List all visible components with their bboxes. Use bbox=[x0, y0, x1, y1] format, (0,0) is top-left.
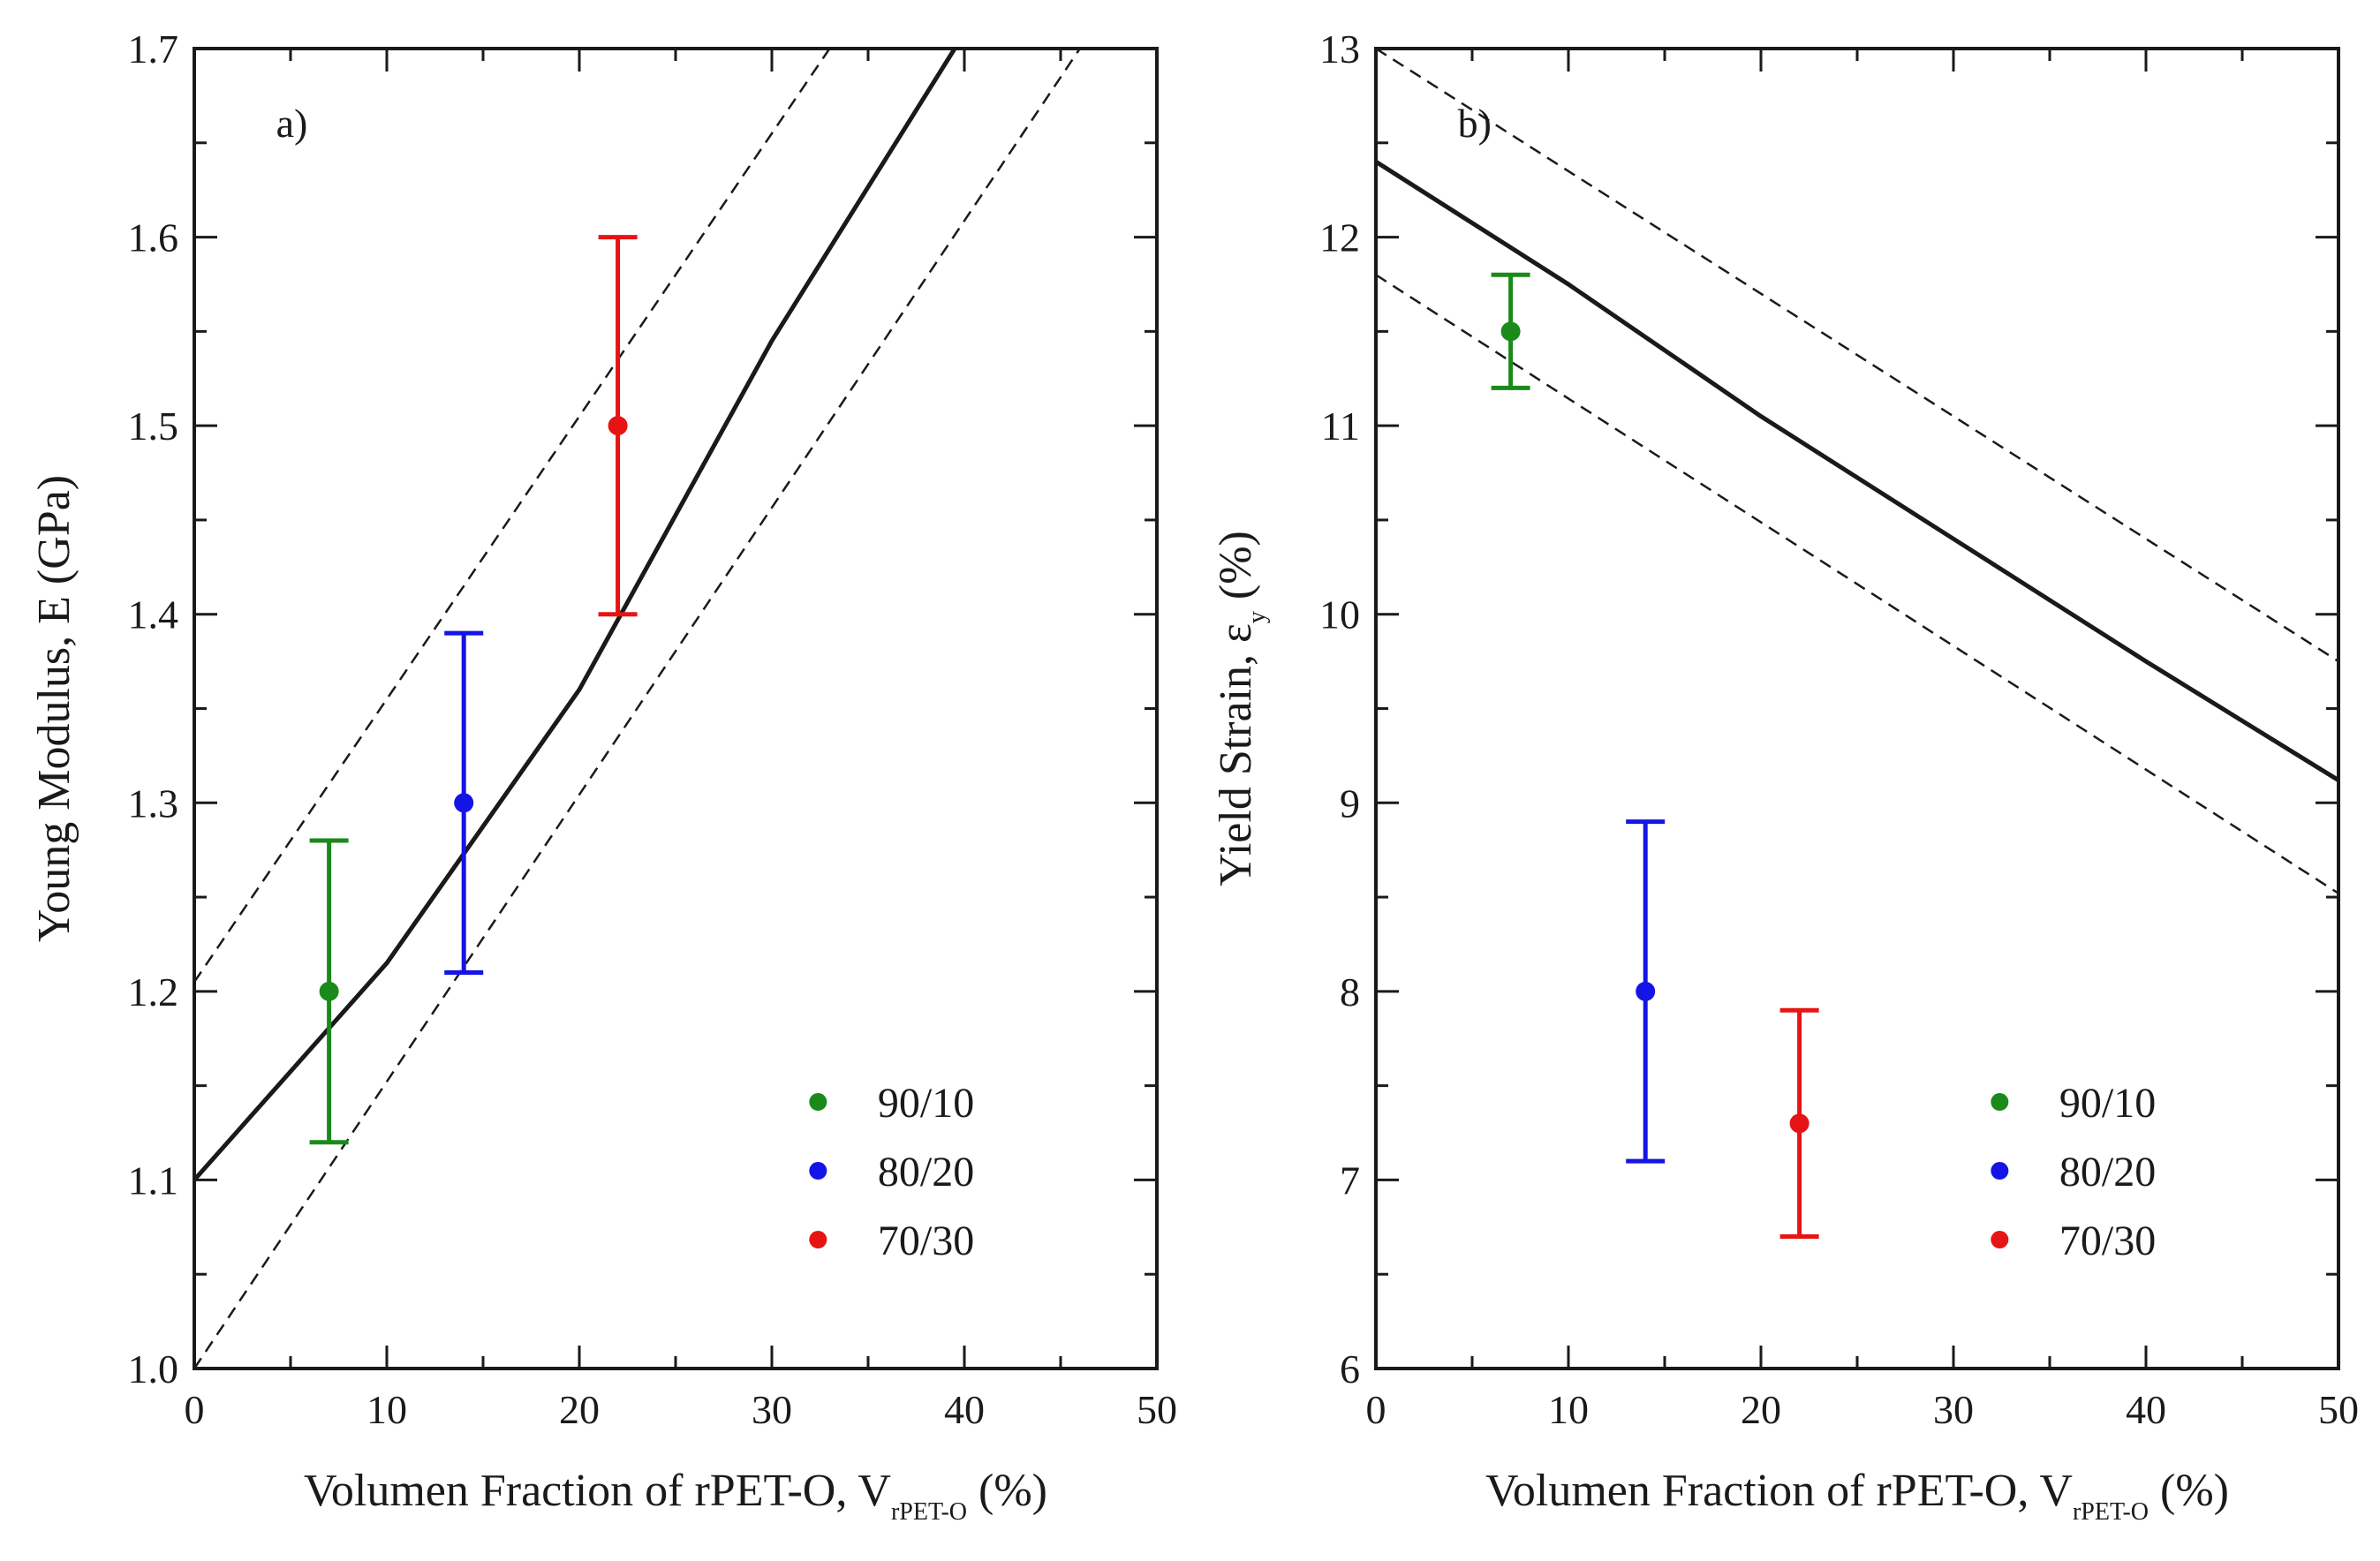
legend-marker bbox=[1991, 1162, 2009, 1180]
y-tick-label: 1.5 bbox=[128, 403, 179, 449]
panel-label: b) bbox=[1458, 101, 1492, 146]
x-tick-label: 40 bbox=[944, 1387, 985, 1432]
upper-bound-line bbox=[194, 49, 831, 983]
x-tick-label: 40 bbox=[2126, 1387, 2166, 1432]
model-line bbox=[1376, 159, 2338, 782]
lower-bound-line bbox=[1376, 274, 2338, 894]
plot-frame bbox=[193, 47, 1159, 1370]
y-tick-label: 1.4 bbox=[128, 592, 179, 637]
data-point-80-20 bbox=[454, 793, 474, 813]
legend-marker bbox=[809, 1231, 827, 1249]
legend-label: 80/20 bbox=[878, 1149, 974, 1195]
x-tick-label: 0 bbox=[185, 1387, 205, 1432]
y-tick-label: 12 bbox=[1319, 215, 1360, 260]
legend-label: 70/30 bbox=[2059, 1218, 2156, 1264]
data-point-70-30 bbox=[1789, 1113, 1810, 1134]
x-axis-title-sub: rPET-O bbox=[2073, 1498, 2149, 1526]
x-axis-title-tail: (%) bbox=[967, 1466, 1047, 1516]
data-point-90-10 bbox=[1500, 321, 1521, 342]
y-tick-label: 7 bbox=[1340, 1158, 1360, 1203]
x-tick-label: 20 bbox=[1741, 1387, 1781, 1432]
y-tick-label: 1.0 bbox=[128, 1346, 179, 1391]
y-tick-label: 11 bbox=[1321, 403, 1360, 449]
x-axis-title-main: Volumen Fraction of rPET-O, V bbox=[304, 1466, 891, 1516]
legend-label: 90/10 bbox=[878, 1080, 974, 1127]
model-line bbox=[194, 49, 957, 1182]
x-tick-label: 10 bbox=[366, 1387, 407, 1432]
x-axis-title-sub: rPET-O bbox=[891, 1498, 967, 1526]
y-tick-label: 1.1 bbox=[128, 1158, 179, 1203]
legend-marker bbox=[809, 1162, 827, 1180]
legend-marker bbox=[809, 1093, 827, 1112]
legend-marker bbox=[1991, 1231, 2009, 1249]
y-axis-title-sub: y bbox=[1243, 611, 1271, 623]
data-point-80-20 bbox=[1636, 981, 1656, 1001]
panel-label: a) bbox=[276, 101, 308, 146]
x-axis-title: Volumen Fraction of rPET-O, VrPET-O (%) bbox=[304, 1466, 1047, 1526]
y-tick-label: 6 bbox=[1340, 1346, 1360, 1391]
x-axis-title-tail: (%) bbox=[2149, 1466, 2229, 1516]
x-axis-title-main: Volumen Fraction of rPET-O, V bbox=[1485, 1466, 2073, 1516]
chart-panel-a: 0 10 20 30 40 50 1.0 1.1 1.2 1.3 1.4 1.5 1.6 1.7 90/10… bbox=[29, 26, 1177, 1526]
legend-label: 70/30 bbox=[878, 1218, 974, 1264]
y-tick-label: 1.6 bbox=[128, 215, 179, 260]
y-axis-title-main: Yield Strain, ε bbox=[1211, 623, 1261, 886]
x-tick-label: 10 bbox=[1548, 1387, 1589, 1432]
chart-panel-b: 0 10 20 30 40 50 6 7 8 9 10 11 12 13 90/10 80/20 70/30 b)… bbox=[1211, 26, 2359, 1526]
plot-frame bbox=[1374, 47, 2340, 1370]
y-tick-label: 13 bbox=[1319, 26, 1360, 72]
x-tick-label: 30 bbox=[752, 1387, 792, 1432]
y-tick-label: 1.2 bbox=[128, 969, 179, 1014]
x-tick-label: 0 bbox=[1366, 1387, 1386, 1432]
y-axis-title: Yield Strain, εy (%) bbox=[1211, 531, 1271, 886]
y-tick-label: 8 bbox=[1340, 969, 1360, 1014]
x-tick-label: 50 bbox=[1137, 1387, 1177, 1432]
x-tick-label: 30 bbox=[1933, 1387, 1974, 1432]
x-tick-label: 50 bbox=[2318, 1387, 2359, 1432]
y-axis-title-main: Young Modulus, E (GPa) bbox=[29, 475, 79, 942]
y-tick-label: 1.7 bbox=[128, 26, 179, 72]
legend-marker bbox=[1991, 1093, 2009, 1112]
y-tick-label: 9 bbox=[1340, 780, 1360, 826]
x-tick-label: 20 bbox=[559, 1387, 600, 1432]
y-axis-title: Young Modulus, E (GPa) bbox=[29, 475, 79, 942]
y-tick-label: 1.3 bbox=[128, 780, 179, 826]
legend-label: 90/10 bbox=[2059, 1080, 2156, 1127]
x-axis-title: Volumen Fraction of rPET-O, VrPET-O (%) bbox=[1485, 1466, 2229, 1526]
upper-bound-line bbox=[1376, 49, 2338, 663]
data-point-70-30 bbox=[608, 416, 628, 436]
y-tick-label: 10 bbox=[1319, 592, 1360, 637]
legend-label: 80/20 bbox=[2059, 1149, 2156, 1195]
lower-bound-line bbox=[194, 49, 1081, 1369]
y-axis-title-tail: (%) bbox=[1211, 531, 1261, 611]
data-point-90-10 bbox=[319, 981, 339, 1001]
